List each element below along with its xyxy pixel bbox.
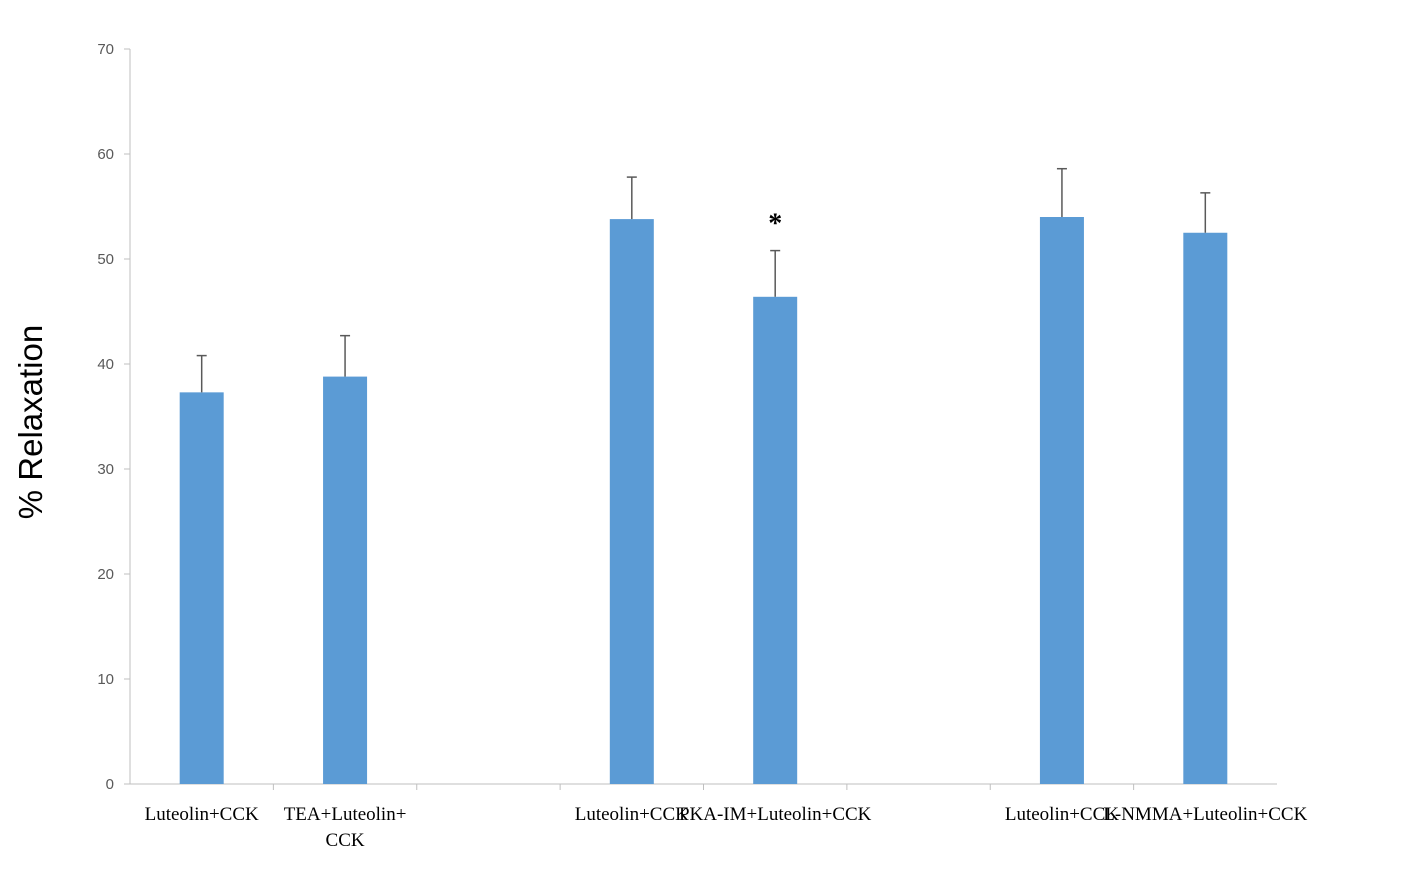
y-tick-label: 40: [97, 356, 114, 373]
x-category-label: Luteolin+CCK: [145, 804, 259, 825]
x-category-label: CCK: [326, 830, 365, 851]
y-tick-label: 0: [106, 776, 114, 793]
bar: [609, 219, 654, 785]
bar: [1183, 232, 1228, 784]
y-tick-label: 10: [97, 671, 114, 688]
x-category-label: PKA-IM+Luteolin+CCK: [679, 804, 872, 825]
significance-asterisk: *: [768, 209, 782, 240]
y-tick-label: 30: [97, 461, 114, 478]
plot-area: 0 10 20 30 40 50 60 70 Luteolin+CCK TEA+Luteolin+…: [97, 41, 1307, 851]
y-tick-label: 20: [97, 566, 114, 583]
bar: [179, 392, 224, 784]
x-category-label: TEA+Luteolin+: [284, 804, 407, 825]
y-tick-label: 60: [97, 146, 114, 163]
bar: [323, 376, 368, 784]
y-axis-label: % Relaxation: [12, 325, 49, 519]
x-category-label: Luteolin+CCK: [575, 804, 689, 825]
x-category-label: Luteolin+CCK: [1005, 804, 1119, 825]
x-category-label: L-NMMA+Luteolin+CCK: [1103, 804, 1307, 825]
y-tick-label: 50: [97, 251, 114, 268]
y-tick-label: 70: [97, 41, 114, 58]
bar: [753, 296, 798, 784]
bar: [1039, 217, 1084, 784]
